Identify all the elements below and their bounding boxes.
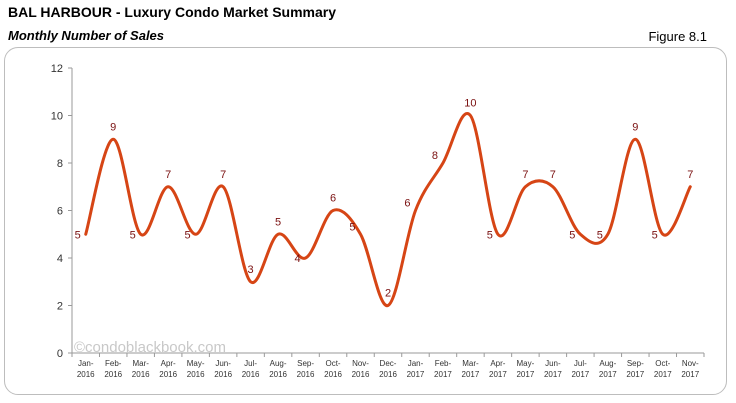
x-tick-label: May-2016 (187, 359, 205, 379)
data-label: 9 (632, 121, 638, 133)
y-tick-label: 2 (57, 301, 63, 313)
watermark: ©condoblackbook.com (74, 339, 226, 356)
y-tick-label: 0 (57, 348, 63, 360)
data-label: 9 (110, 121, 116, 133)
x-tick-label: Sep-2016 (297, 359, 315, 379)
x-tick-label: Mar-2016 (132, 359, 150, 379)
data-label: 7 (165, 169, 171, 181)
chart-subtitle: Monthly Number of Sales (8, 28, 165, 43)
data-label: 7 (522, 169, 528, 181)
figure-number: Figure 8.1 (648, 29, 707, 44)
x-tick-label: Mar-2017 (462, 359, 480, 379)
data-label: 2 (385, 288, 391, 300)
x-tick-label: Aug-2017 (599, 359, 617, 379)
x-tick-label: Feb-2017 (434, 359, 452, 379)
y-tick-label: 10 (51, 111, 63, 123)
axes: 0 2 4 6 8 10 12 Jan-2016 Feb-2016 Mar-2016 Apr-201… (51, 63, 705, 379)
y-tick-label: 4 (57, 253, 63, 265)
x-tick-label: Aug-2016 (269, 359, 287, 379)
data-label: 10 (464, 98, 476, 110)
x-tick-label: Oct-2016 (324, 359, 342, 379)
x-tick-label: Nov-2016 (352, 359, 370, 379)
data-label: 7 (550, 169, 556, 181)
x-tick-label: Jun-2017 (544, 359, 562, 379)
y-tick-label: 12 (51, 63, 63, 75)
data-label: 5 (130, 229, 136, 241)
x-tick-label: Jan-2016 (77, 359, 95, 379)
x-tick-label: Jul-2016 (242, 359, 260, 379)
data-label: 5 (597, 229, 603, 241)
x-tick-label: Jun-2016 (214, 359, 232, 379)
data-label: 5 (349, 221, 355, 233)
data-label: 5 (75, 229, 81, 241)
data-label: 5 (487, 229, 493, 241)
data-label: 7 (220, 169, 226, 181)
x-tick-label: Apr-2017 (489, 359, 507, 379)
x-tick-label: Jul-2017 (571, 359, 589, 379)
x-tick-label: Apr-2016 (159, 359, 177, 379)
chart-title: BAL HARBOUR - Luxury Condo Market Summar… (8, 4, 337, 20)
series-line (84, 111, 692, 307)
data-labels: 5 9 5 7 5 7 3 5 4 6 5 2 6 8 10 5 7 7 5 5 9 5 7 (75, 98, 694, 300)
x-tick-label: May-2017 (516, 359, 534, 379)
data-label: 8 (432, 150, 438, 162)
data-label: 5 (275, 216, 281, 228)
x-tick-label: Jan-2017 (407, 359, 425, 379)
chart-panel (4, 47, 727, 395)
x-tick-label: Nov-2017 (681, 359, 699, 379)
data-label: 4 (294, 253, 300, 265)
data-label: 6 (330, 193, 336, 205)
data-label: 5 (569, 229, 575, 241)
x-tick-label: Dec-2016 (379, 359, 397, 379)
y-tick-label: 8 (57, 158, 63, 170)
data-label: 5 (185, 229, 191, 241)
x-tick-label: Feb-2016 (104, 359, 122, 379)
data-label: 5 (652, 229, 658, 241)
x-tick-label: Oct-2017 (654, 359, 672, 379)
y-tick-label: 6 (57, 206, 63, 218)
data-label: 6 (404, 198, 410, 210)
x-tick-label: Sep-2017 (626, 359, 644, 379)
series-layer (84, 111, 692, 307)
data-label: 3 (248, 264, 254, 276)
data-label: 7 (687, 169, 693, 181)
